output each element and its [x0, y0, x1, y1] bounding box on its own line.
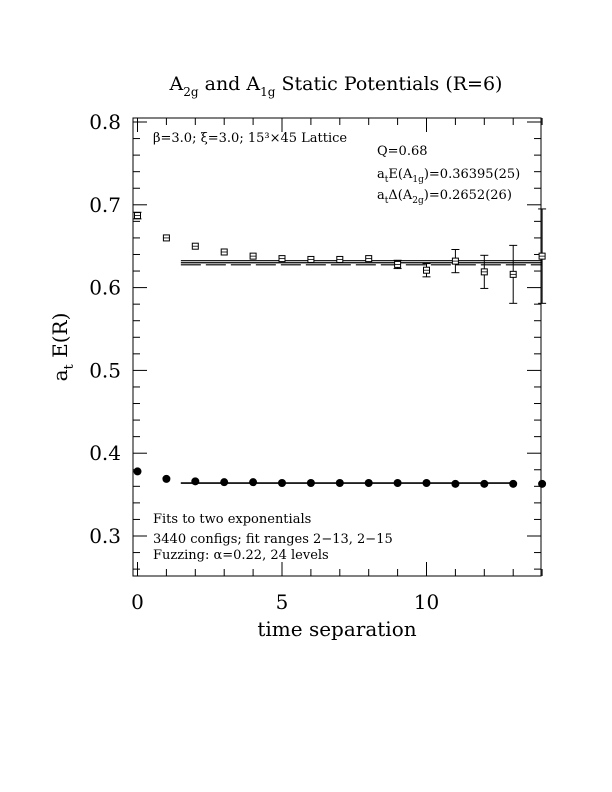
fit-note-line-1: Fits to two exponentials: [153, 512, 311, 527]
lattice-annotation: β=3.0; ξ=3.0; 15³×45 Lattice: [153, 131, 347, 146]
data-point-circle: [191, 477, 200, 486]
data-point-circle: [278, 479, 286, 488]
title-rest: Static Potentials (R=6): [275, 73, 502, 95]
fit-lines: [180, 260, 543, 484]
axis-tick-labels: 0.3 0.4 0.5 0.6 0.7 0.8 0 5 10: [89, 110, 439, 614]
data-point-circle: [538, 479, 547, 488]
data-point-circle: [133, 467, 142, 476]
energy-sub: 1g: [412, 175, 424, 185]
fit-note-line-3: Fuzzing: α=0.22, 24 levels: [153, 548, 329, 563]
ylabel-a: a: [48, 369, 72, 381]
y-tick-label: 0.5: [89, 358, 121, 382]
gap-sub-t: t: [385, 196, 389, 206]
energy-mid: E(A: [388, 167, 413, 182]
data-point-circle: [249, 478, 258, 487]
energy-sub-t: t: [385, 175, 389, 185]
data-point-circle: [220, 478, 229, 487]
ylabel-sub-t: t: [62, 363, 77, 369]
axis-ticks: [133, 118, 543, 576]
data-point-circle: [422, 479, 431, 488]
data-point-circle: [480, 479, 489, 488]
chart-title: A2g and A1g Static Potentials (R=6): [169, 73, 503, 99]
data-point-circle: [364, 479, 373, 488]
data-point-circle: [393, 479, 402, 488]
x-tick-label: 0: [131, 590, 144, 614]
ylabel-rest: E(R): [48, 313, 72, 365]
title-a2g: A: [169, 73, 184, 95]
gap-mid: Δ(A: [388, 188, 412, 203]
plot-frame: [132, 117, 542, 577]
x-tick-label: 10: [414, 590, 439, 614]
data-point-circle: [451, 479, 460, 488]
gap-sub: 2g: [412, 196, 424, 206]
y-axis-label: at E(R): [48, 313, 77, 382]
gap-annotation: atΔ(A2g)=0.2652(26): [377, 188, 512, 206]
y-tick-label: 0.8: [89, 110, 121, 134]
x-tick-label: 5: [276, 590, 289, 614]
gap-value: )=0.2652(26): [424, 188, 512, 203]
energy-annotation: atE(A1g)=0.36395(25): [377, 167, 520, 185]
energy-a: a: [377, 167, 385, 182]
y-tick-label: 0.4: [89, 441, 121, 465]
y-tick-label: 0.7: [89, 193, 121, 217]
data-point-circle: [162, 474, 171, 483]
gap-a: a: [377, 188, 385, 203]
title-sub-1g: 1g: [260, 85, 276, 99]
q-value: Q=0.68: [377, 144, 428, 159]
data-point-circle: [335, 479, 344, 488]
data-point-circle: [509, 479, 518, 488]
title-mid: and A: [199, 73, 261, 95]
data-point-circle: [306, 479, 315, 488]
energy-value: )=0.36395(25): [424, 167, 520, 182]
fit-note-line-2: 3440 configs; fit ranges 2−13, 2−15: [153, 532, 393, 547]
y-tick-label: 0.6: [89, 276, 121, 300]
data-points: [133, 208, 547, 488]
y-tick-label: 0.3: [89, 524, 121, 548]
x-axis-label: time separation: [257, 617, 416, 641]
title-sub-2g: 2g: [183, 85, 199, 99]
